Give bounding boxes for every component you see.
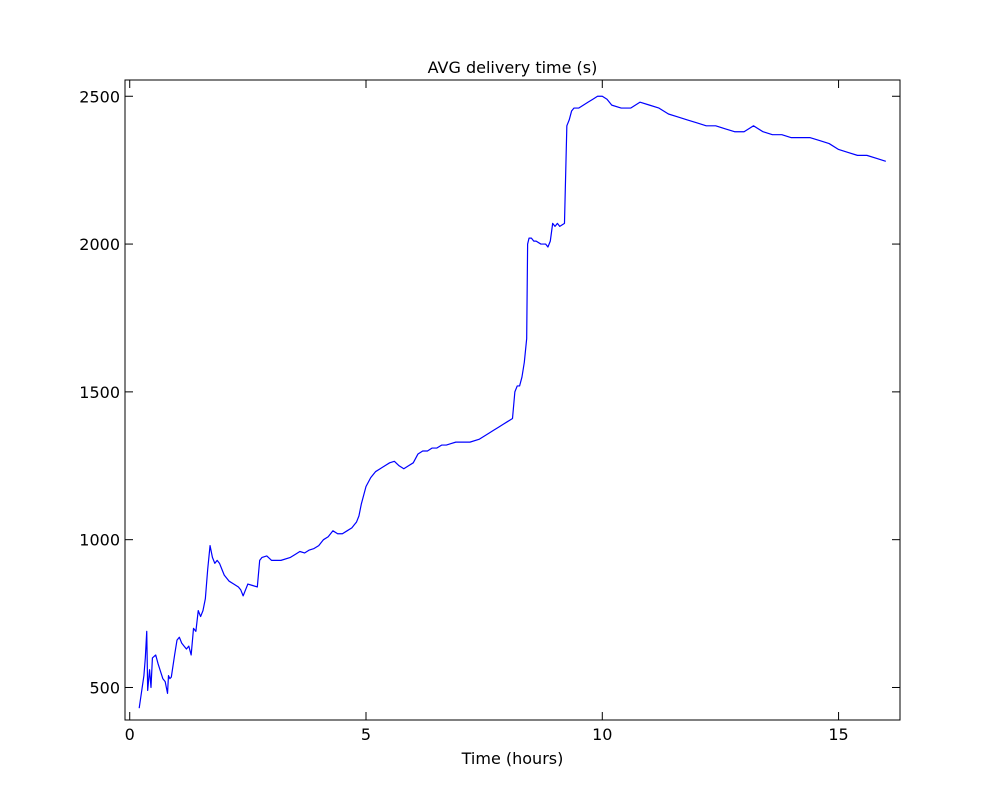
chart-title: AVG delivery time (s) (428, 58, 598, 77)
series-line-0 (138, 95, 886, 709)
x-tick-label: 0 (125, 725, 135, 744)
series-layer (138, 95, 886, 709)
y-tick-label: 2500 (79, 87, 120, 106)
x-tick-label: 5 (361, 725, 371, 744)
x-tick-label: 10 (592, 725, 612, 744)
y-tick-label: 2000 (79, 235, 120, 254)
x-tick-label: 15 (828, 725, 848, 744)
ticks-layer: 0 5 10 15 500 1000 1500 2000 2500 (79, 80, 900, 744)
y-tick-label: 1500 (79, 383, 120, 402)
plot-frame (124, 79, 901, 721)
y-tick-label: 500 (89, 678, 120, 697)
y-tick-label: 1000 (79, 531, 120, 550)
x-axis-label: Time (hours) (461, 749, 564, 768)
